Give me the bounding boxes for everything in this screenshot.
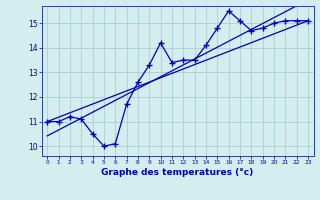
X-axis label: Graphe des temperatures (°c): Graphe des temperatures (°c)	[101, 168, 254, 177]
